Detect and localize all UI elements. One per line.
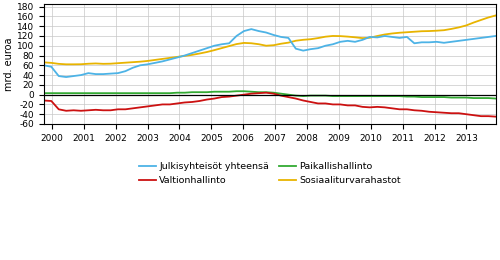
Sosiaaliturvarahastot [86, 62, 91, 65]
Paikallishallinto [322, 94, 328, 97]
Paikallishallinto [41, 92, 47, 95]
Line: Paikallishallinto: Paikallishallinto [44, 91, 496, 99]
Valtionhallinto [78, 109, 84, 112]
Julkisyhteisöt yhteensä [278, 35, 284, 38]
Legend: Julkisyhteisöt yhteensä, Valtionhallinto, Paikallishallinto, Sosiaaliturvarahast: Julkisyhteisöt yhteensä, Valtionhallinto… [135, 159, 405, 189]
Paikallishallinto [270, 91, 276, 94]
Sosiaaliturvarahastot [322, 35, 328, 38]
Julkisyhteisöt yhteensä [41, 64, 47, 67]
Julkisyhteisöt yhteensä [137, 64, 143, 67]
Line: Sosiaaliturvarahastot: Sosiaaliturvarahastot [44, 15, 496, 64]
Julkisyhteisöt yhteensä [330, 43, 336, 46]
Valtionhallinto [493, 115, 499, 118]
Line: Julkisyhteisöt yhteensä: Julkisyhteisöt yhteensä [44, 29, 496, 77]
Julkisyhteisöt yhteensä [248, 28, 254, 31]
Paikallishallinto [130, 92, 136, 95]
Sosiaaliturvarahastot [270, 44, 276, 47]
Valtionhallinto [270, 92, 276, 95]
Sosiaaliturvarahastot [63, 63, 69, 66]
Line: Valtionhallinto: Valtionhallinto [44, 93, 496, 117]
Valtionhallinto [41, 99, 47, 102]
Paikallishallinto [78, 92, 84, 95]
Sosiaaliturvarahastot [493, 14, 499, 17]
Y-axis label: mrd. euroa: mrd. euroa [4, 37, 14, 91]
Valtionhallinto [160, 103, 166, 106]
Julkisyhteisöt yhteensä [167, 58, 173, 61]
Julkisyhteisöt yhteensä [493, 34, 499, 37]
Julkisyhteisöt yhteensä [63, 75, 69, 79]
Sosiaaliturvarahastot [41, 61, 47, 64]
Paikallishallinto [441, 95, 447, 99]
Valtionhallinto [441, 111, 447, 114]
Valtionhallinto [322, 102, 328, 105]
Sosiaaliturvarahastot [137, 60, 143, 63]
Sosiaaliturvarahastot [441, 29, 447, 32]
Valtionhallinto [130, 107, 136, 110]
Julkisyhteisöt yhteensä [86, 72, 91, 75]
Julkisyhteisöt yhteensä [448, 40, 454, 43]
Sosiaaliturvarahastot [167, 56, 173, 60]
Paikallishallinto [493, 97, 499, 100]
Valtionhallinto [263, 91, 269, 94]
Paikallishallinto [234, 90, 239, 93]
Paikallishallinto [160, 92, 166, 95]
